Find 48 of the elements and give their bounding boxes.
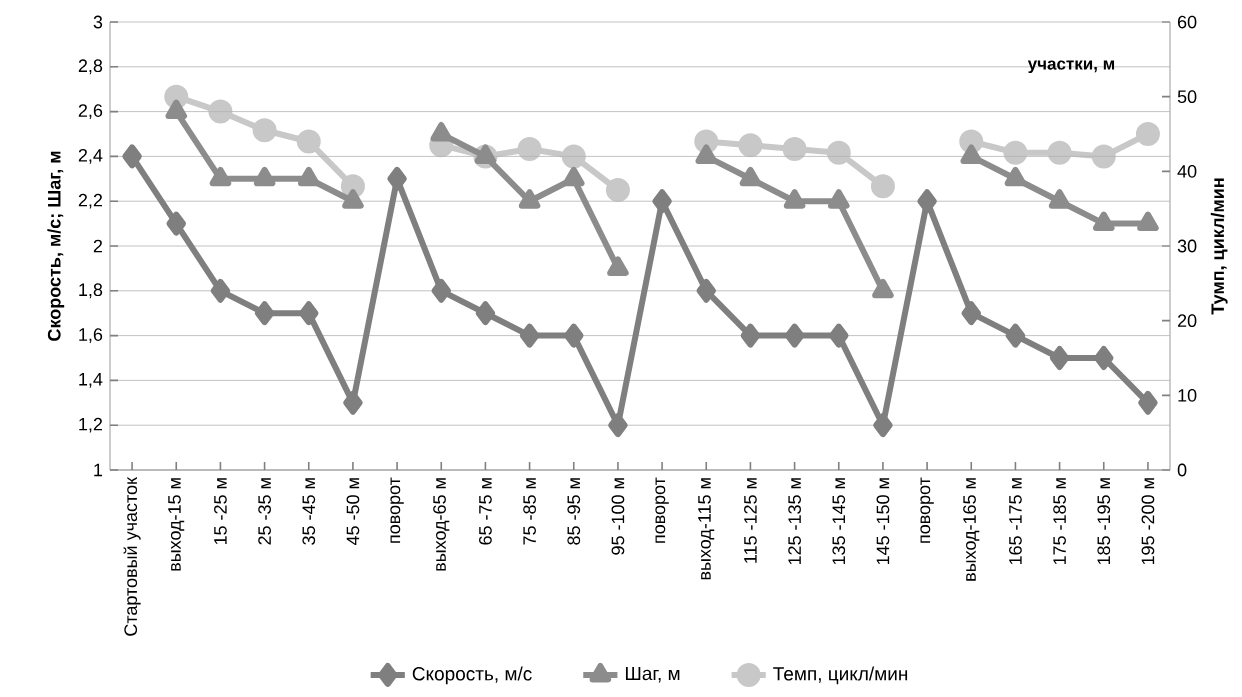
- y-tick-label: 1,6: [79, 328, 103, 344]
- y-axis-title: Скорость, м/с; Шаг, м: [47, 151, 65, 341]
- y2-tick-label: 30: [1177, 239, 1197, 253]
- y2-tick-label: 20: [1177, 314, 1197, 328]
- x-tick-label: 85 -95 м: [567, 478, 581, 545]
- x-tick-label: 185 -195 м: [1097, 478, 1111, 565]
- x-tick-label: поворот: [920, 477, 934, 543]
- x-tick-label: 145 -150 м: [876, 478, 890, 565]
- x-tick-label: 35 -45 м: [302, 478, 316, 545]
- x-tick-label: 45 -50 м: [346, 478, 360, 546]
- legend-label: Скорость, м/с: [412, 666, 532, 685]
- y-tick-label: 2: [93, 239, 103, 253]
- x-tick-label: выход-115 м: [698, 478, 715, 580]
- y2-tick-label: 50: [1177, 90, 1197, 104]
- y-tick-label: 3: [93, 15, 103, 29]
- legend-label: Шаг, м: [625, 666, 680, 683]
- annotation: участки, м: [1027, 60, 1115, 74]
- x-tick-label: 125 -135 м: [788, 478, 801, 565]
- y-tick-label: 1,2: [79, 417, 103, 433]
- x-tick-label: 135 -145 м: [832, 478, 846, 565]
- x-tick-label: выход-15 м: [168, 478, 185, 571]
- x-tick-label: 195 -200 м: [1141, 478, 1155, 565]
- x-tick-label: 25 -35 м: [258, 478, 271, 545]
- x-tick-label: 65 -75 м: [479, 478, 492, 545]
- x-tick-label: выход-65 м: [433, 478, 450, 571]
- y2-tick-label: 10: [1178, 388, 1197, 402]
- y2-tick-label: 0: [1177, 463, 1187, 477]
- y-tick-label: 2,6: [78, 104, 103, 120]
- y2-tick-label: 40: [1177, 164, 1197, 178]
- y-tick-label: 1: [94, 463, 103, 477]
- x-tick-label: 75 -85 м: [523, 478, 536, 545]
- x-tick-label: 15 -25 м: [214, 478, 227, 545]
- x-tick-label: поворот: [655, 477, 669, 543]
- y-tick-label: 1,8: [79, 283, 103, 299]
- y2-tick-label: 60: [1177, 15, 1197, 29]
- x-tick-label: поворот: [390, 477, 404, 543]
- x-tick-label: 165 -175 м: [1009, 478, 1022, 565]
- x-tick-label: 175 -185 м: [1053, 478, 1066, 565]
- y-tick-label: 2,4: [78, 148, 103, 164]
- y-tick-label: 2,8: [78, 59, 103, 75]
- x-tick-label: 95 -100 м: [611, 478, 625, 555]
- x-tick-label: Стартовый участок: [123, 476, 141, 636]
- legend-label: Темп, цикл/мин: [773, 666, 908, 685]
- y2-axis-title: Тумп, цикл/мин: [1210, 178, 1228, 315]
- y-tick-label: 2,2: [78, 193, 103, 209]
- x-tick-label: выход-165 м: [963, 478, 980, 581]
- x-tick-label: 115 -125 м: [744, 478, 757, 563]
- y-tick-label: 1,4: [79, 373, 103, 388]
